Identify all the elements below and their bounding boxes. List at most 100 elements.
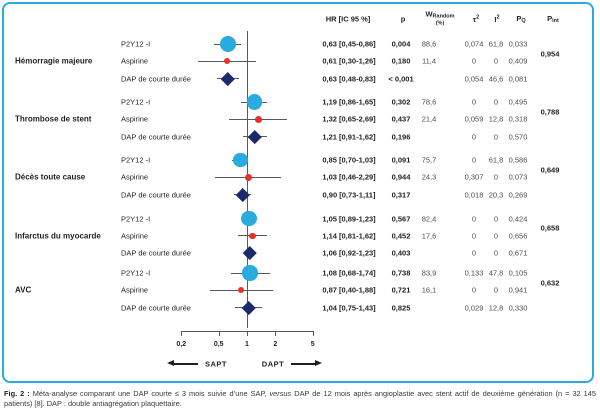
- tau2-value: 0,307: [464, 172, 484, 182]
- pq-value: 0,586: [508, 155, 528, 165]
- circle-marker: [246, 94, 262, 110]
- p-value: 0,091: [391, 155, 411, 165]
- diamond-marker: [241, 300, 256, 315]
- column-header-w-random: WRandom (%): [425, 9, 455, 28]
- circle-marker: [241, 210, 257, 227]
- diamond-marker: [221, 71, 235, 86]
- p-interaction-value: 0,649: [540, 165, 560, 174]
- outcome-label: AVC: [15, 285, 32, 295]
- x-axis-tick-label: 2: [273, 341, 278, 348]
- tau2-value: 0,029: [464, 303, 484, 313]
- weight-value: 82,4: [421, 214, 437, 223]
- pq-value: 0,656: [508, 231, 528, 241]
- pq-value: 0,081: [508, 74, 528, 84]
- i2-value: 0: [493, 285, 499, 295]
- pq-value: 0,671: [508, 248, 528, 258]
- i2-value: 0: [493, 56, 499, 66]
- p-interaction-value: 0,788: [540, 107, 560, 116]
- caption-versus: versus: [269, 389, 292, 398]
- x-axis-tick: [181, 331, 183, 336]
- p-value: 0,452: [391, 231, 411, 241]
- treatment-label: P2Y12 -I: [121, 39, 151, 49]
- treatment-label: P2Y12 -I: [121, 268, 151, 278]
- i2-value: 0: [493, 97, 499, 107]
- outcome-label: Hémorragie majeure: [15, 56, 93, 66]
- p-value: 0,825: [391, 303, 411, 313]
- hr-ci-value: 0,87 [0,40-1,88]: [322, 285, 376, 295]
- pq-value: 0,570: [508, 132, 528, 142]
- header-w-sub2: (%): [435, 20, 445, 27]
- figure-frame: [2, 2, 594, 383]
- outcome-label: Décès toute cause: [15, 172, 86, 182]
- treatment-label: Aspirine: [121, 285, 149, 295]
- hr-ci-value: 1,06 [0,92-1,23]: [322, 248, 376, 258]
- circle-marker: [220, 36, 237, 52]
- i2-value: 61,8: [488, 39, 504, 49]
- pq-value: 0,033: [508, 39, 528, 49]
- hr-ci-value: 0,61 [0,30-1,26]: [322, 56, 376, 66]
- hr-ci-value: 1,21 [0,91-1,62]: [322, 132, 376, 142]
- tau2-value: 0: [471, 56, 477, 66]
- column-header-p: p: [401, 15, 406, 24]
- sapt-arrow-head: [167, 360, 174, 366]
- tau2-value: 0: [471, 285, 477, 295]
- p-value: 0,196: [391, 132, 411, 142]
- treatment-label: P2Y12 -I: [121, 214, 151, 223]
- p-value: 0,738: [391, 268, 411, 278]
- hr-ci-value: 0,85 [0,70-1,03]: [322, 155, 376, 165]
- dot-marker: [244, 173, 252, 181]
- hr-ci-value: 1,05 [0,89-1,23]: [322, 214, 376, 223]
- pq-value: 0,105: [508, 268, 528, 278]
- treatment-label: DAP de courte durée: [121, 74, 191, 84]
- header-pint-sub: int: [552, 18, 559, 24]
- i2-value: 0: [493, 248, 499, 258]
- hr-ci-value: 1,08 [0,68-1,74]: [322, 268, 376, 278]
- pq-value: 0,941: [508, 285, 528, 295]
- p-value: 0,944: [391, 172, 411, 182]
- forest-plot: Hémorragie majeure 0,954 P2Y12 -I 0,63 [0,4…: [15, 31, 560, 348]
- dapt-label: DAPT: [261, 359, 285, 369]
- treatment-label: Aspirine: [121, 114, 149, 124]
- weight-value: 75,7: [421, 155, 437, 165]
- header-hr-label: HR [IC 95 %]: [325, 14, 371, 24]
- header-w-sub: Random: [432, 13, 455, 20]
- outcome-label: Thrombose de stent: [15, 114, 92, 124]
- hr-ci-value: 1,32 [0,65-2,69]: [322, 114, 376, 124]
- hr-ci-value: 0,63 [0,48-0,83]: [322, 74, 376, 84]
- tau2-value: 0: [471, 155, 477, 165]
- i2-value: 46,6: [488, 74, 504, 84]
- header-pint-label: P: [547, 14, 553, 23]
- column-header-pint: Pint: [547, 14, 559, 24]
- tau2-value: 0,018: [464, 190, 484, 200]
- dot-marker: [238, 287, 245, 294]
- hr-ci-value: 1,04 [0,75-1,43]: [322, 303, 376, 313]
- tau2-value: 0,074: [464, 39, 484, 49]
- i2-value: 12,8: [488, 303, 504, 313]
- circle-marker: [232, 152, 248, 168]
- p-value: 0,403: [391, 248, 411, 258]
- dot-marker: [223, 58, 230, 65]
- dapt-arrow-shaft: [291, 363, 317, 365]
- p-value: 0,004: [391, 39, 411, 49]
- treatment-label: DAP de courte durée: [121, 248, 191, 258]
- x-axis-tick: [275, 331, 277, 336]
- p-value: 0,567: [391, 214, 411, 223]
- weight-value: 17,6: [421, 231, 437, 241]
- p-value: 0,180: [391, 56, 411, 66]
- hr-ci-value: 1,19 [0,86-1,65]: [322, 97, 376, 107]
- p-interaction-value: 0,658: [540, 223, 560, 233]
- weight-value: 16,1: [421, 285, 437, 295]
- column-header-i2: I2: [494, 14, 499, 24]
- figure-caption: Fig. 2 : Méta-analyse comparant une DAP …: [4, 389, 596, 409]
- pq-value: 0,269: [508, 190, 528, 200]
- i2-value: 47,8: [488, 268, 504, 278]
- tau2-value: 0,054: [464, 74, 484, 84]
- column-header-pq: PQ: [516, 14, 525, 24]
- header-w-main: W: [425, 9, 433, 19]
- treatment-label: Aspirine: [121, 231, 149, 241]
- sapt-arrow-shaft: [172, 363, 198, 365]
- header-tau-sup: 2: [476, 14, 480, 21]
- dot-marker: [254, 115, 262, 123]
- weight-value: 88,6: [421, 39, 437, 49]
- p-value: 0,721: [391, 285, 411, 295]
